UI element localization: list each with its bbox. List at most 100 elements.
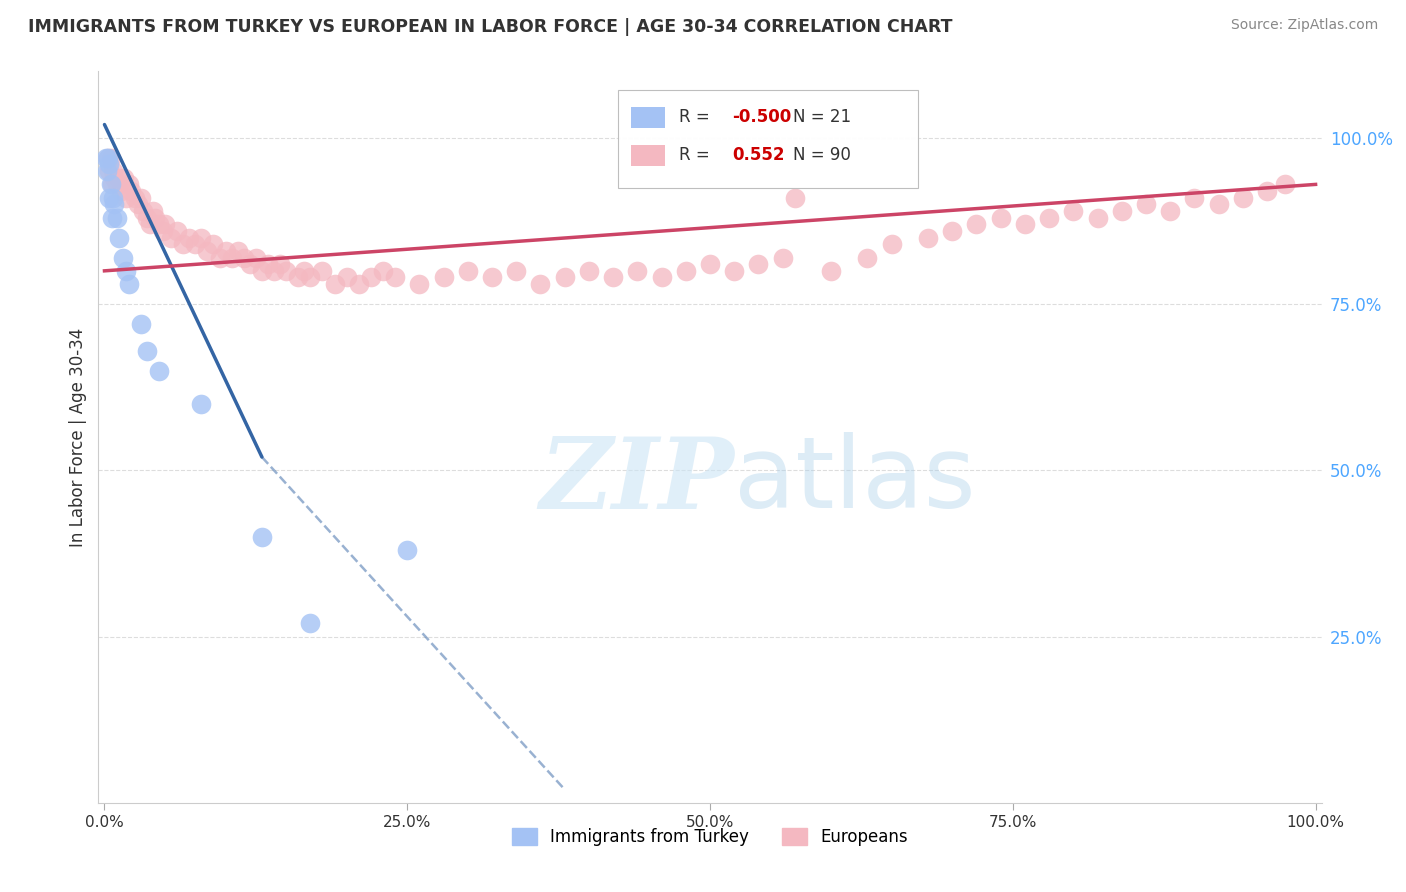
Point bbox=[1111, 204, 1133, 219]
Text: N = 21: N = 21 bbox=[793, 109, 852, 127]
Point bbox=[139, 217, 162, 231]
Point bbox=[98, 157, 121, 171]
Point bbox=[1184, 191, 1206, 205]
Point bbox=[457, 264, 479, 278]
Point bbox=[360, 270, 382, 285]
Point bbox=[820, 264, 842, 278]
Text: atlas: atlas bbox=[734, 433, 976, 530]
Point bbox=[152, 224, 174, 238]
Point bbox=[269, 257, 291, 271]
Point bbox=[1159, 204, 1181, 219]
Point bbox=[100, 178, 122, 192]
Point bbox=[132, 204, 155, 219]
Point bbox=[1232, 191, 1254, 205]
Point bbox=[135, 343, 157, 358]
Point bbox=[105, 211, 128, 225]
Point bbox=[108, 170, 131, 185]
Point bbox=[221, 251, 243, 265]
Point bbox=[311, 264, 333, 278]
Point bbox=[505, 264, 527, 278]
Point bbox=[602, 270, 624, 285]
Point bbox=[129, 191, 152, 205]
Point bbox=[250, 264, 273, 278]
Point bbox=[148, 363, 170, 377]
Point bbox=[190, 397, 212, 411]
Y-axis label: In Labor Force | Age 30-34: In Labor Force | Age 30-34 bbox=[69, 327, 87, 547]
Point bbox=[148, 217, 170, 231]
Point bbox=[917, 230, 939, 244]
Point bbox=[184, 237, 207, 252]
Text: R =: R = bbox=[679, 109, 716, 127]
Point bbox=[675, 264, 697, 278]
Point bbox=[299, 616, 322, 631]
Point bbox=[197, 244, 219, 258]
Point bbox=[1062, 204, 1084, 219]
Point bbox=[112, 170, 135, 185]
Point bbox=[100, 151, 122, 165]
Point bbox=[124, 191, 146, 205]
Point bbox=[990, 211, 1012, 225]
Point bbox=[108, 230, 131, 244]
Point bbox=[481, 270, 503, 285]
Point bbox=[856, 251, 879, 265]
Point bbox=[257, 257, 280, 271]
Point bbox=[626, 264, 648, 278]
Point bbox=[190, 230, 212, 244]
Point bbox=[129, 317, 152, 331]
Point bbox=[226, 244, 249, 258]
Point bbox=[347, 277, 370, 292]
Text: IMMIGRANTS FROM TURKEY VS EUROPEAN IN LABOR FORCE | AGE 30-34 CORRELATION CHART: IMMIGRANTS FROM TURKEY VS EUROPEAN IN LA… bbox=[28, 18, 953, 36]
Point bbox=[101, 164, 124, 178]
Point bbox=[578, 264, 600, 278]
Point bbox=[941, 224, 963, 238]
Point bbox=[699, 257, 721, 271]
Point bbox=[239, 257, 262, 271]
Point bbox=[880, 237, 903, 252]
Point bbox=[554, 270, 576, 285]
Point bbox=[1014, 217, 1036, 231]
Point bbox=[120, 184, 142, 198]
Point bbox=[783, 191, 806, 205]
Point bbox=[292, 264, 315, 278]
Text: 0.552: 0.552 bbox=[733, 146, 785, 164]
Point bbox=[1038, 211, 1060, 225]
Point bbox=[103, 170, 125, 185]
Point bbox=[336, 270, 359, 285]
Point bbox=[772, 251, 794, 265]
Point bbox=[1256, 184, 1278, 198]
Point bbox=[110, 184, 132, 198]
Point bbox=[101, 191, 124, 205]
Point bbox=[208, 251, 231, 265]
Point bbox=[172, 237, 194, 252]
Point bbox=[103, 197, 125, 211]
Text: Source: ZipAtlas.com: Source: ZipAtlas.com bbox=[1230, 18, 1378, 32]
Text: -0.500: -0.500 bbox=[733, 109, 792, 127]
Point bbox=[299, 270, 322, 285]
Point bbox=[166, 224, 188, 238]
Point bbox=[1208, 197, 1230, 211]
Point bbox=[115, 264, 138, 278]
Point bbox=[179, 230, 201, 244]
Point bbox=[432, 270, 454, 285]
Point bbox=[245, 251, 267, 265]
Point bbox=[118, 178, 141, 192]
Point bbox=[651, 270, 673, 285]
Point bbox=[97, 151, 120, 165]
Point bbox=[1274, 178, 1296, 192]
Point bbox=[323, 277, 346, 292]
Point bbox=[105, 178, 128, 192]
Point bbox=[115, 191, 138, 205]
Point bbox=[371, 264, 394, 278]
Point bbox=[94, 151, 117, 165]
Point bbox=[276, 264, 298, 278]
Point bbox=[263, 264, 285, 278]
Point bbox=[96, 164, 118, 178]
Point bbox=[143, 211, 166, 225]
Text: N = 90: N = 90 bbox=[793, 146, 851, 164]
Point bbox=[202, 237, 225, 252]
Point bbox=[98, 164, 121, 178]
Point bbox=[723, 264, 745, 278]
Point bbox=[287, 270, 309, 285]
Point bbox=[142, 204, 165, 219]
Point bbox=[98, 191, 121, 205]
